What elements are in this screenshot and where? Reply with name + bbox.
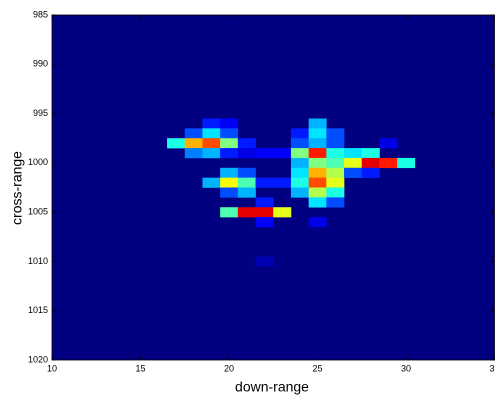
heat-cell [326,197,345,208]
heat-cell [220,177,239,188]
heat-cell [379,138,398,149]
heat-cell [220,128,239,139]
heat-cell [308,217,327,228]
heat-cell [290,138,309,149]
heat-cell [326,187,345,198]
heat-cell [397,157,416,169]
heat-cell [326,157,345,169]
heat-cell [273,177,292,188]
heat-cell [290,128,309,139]
heat-cell [184,128,203,139]
heat-cell [184,148,203,159]
heat-cell [308,197,327,208]
heat-cell [167,138,186,149]
heat-cell [220,138,239,149]
x-tick-label: 10 [47,363,57,373]
heat-cell [290,148,309,159]
heat-cell [237,148,256,159]
heat-cell [308,118,327,129]
heat-cell [308,128,327,139]
heat-cell [361,157,380,169]
heat-cell [237,138,256,149]
heat-cell [308,167,327,178]
heat-cell [273,148,292,159]
y-axis-label: cross-range [9,151,25,225]
y-tick-label: 1000 [28,157,48,167]
heat-cell [202,148,221,159]
heat-cell [202,177,221,188]
heat-cell [255,197,274,208]
heat-cell [326,128,345,139]
heat-cell [308,157,327,169]
heat-cell [255,148,274,159]
heat-cell [361,148,380,159]
x-tick-label: 25 [312,363,322,373]
heat-cell [361,167,380,178]
y-tick-label: 1005 [28,207,48,217]
heat-cell [308,177,327,188]
heat-cell [202,118,221,129]
heat-cell [237,207,256,218]
y-tick-label: 1020 [28,354,48,364]
heat-cell [237,177,256,188]
heat-cell [308,138,327,149]
x-tick-label: 20 [224,363,234,373]
heat-cell [237,167,256,178]
y-tick-label: 985 [33,9,48,19]
x-tick-label: 30 [401,363,411,373]
heat-cell [255,207,274,218]
heat-cell [326,138,345,149]
heat-cell [344,148,363,159]
y-tick-label: 995 [33,108,48,118]
heat-cell [379,157,398,169]
heat-cell [255,177,274,188]
heat-cell [220,187,239,198]
heat-cell [290,157,309,169]
heat-cell [308,148,327,159]
heat-cell [237,187,256,198]
y-tick-label: 1010 [28,256,48,266]
heat-cell [220,118,239,129]
heat-cell [290,187,309,198]
heat-cell [255,256,274,267]
x-tick-label: 15 [135,363,145,373]
heat-cell [220,207,239,218]
heat-cell [344,157,363,169]
y-tick-label: 1015 [28,305,48,315]
heat-cell [344,167,363,178]
heat-cell [202,138,221,149]
heat-cell [326,177,345,188]
heat-cell [184,138,203,149]
heat-cell [290,177,309,188]
x-tick-label: 35 [489,363,495,373]
heat-cell [220,148,239,159]
heat-cell [220,167,239,178]
heat-cell [273,207,292,218]
heat-cell [326,148,345,159]
heat-cell [290,167,309,178]
heat-cell [255,217,274,228]
heat-cell [308,187,327,198]
heat-cell [202,128,221,139]
y-tick-label: 990 [33,59,48,69]
x-axis-label: down-range [235,379,309,395]
heat-cell [326,167,345,178]
